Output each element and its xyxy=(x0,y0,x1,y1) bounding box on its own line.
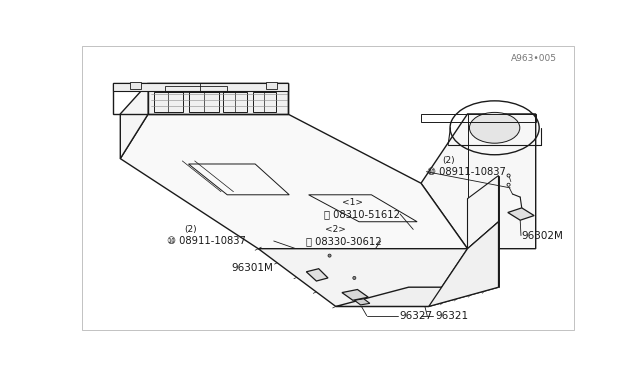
Text: ⑩ 08911-10837: ⑩ 08911-10837 xyxy=(428,167,506,177)
Text: (2): (2) xyxy=(184,225,196,234)
Polygon shape xyxy=(148,83,288,114)
Ellipse shape xyxy=(469,112,520,143)
Polygon shape xyxy=(266,81,277,89)
Text: Ⓢ 08330-30612: Ⓢ 08330-30612 xyxy=(307,236,382,246)
Polygon shape xyxy=(421,114,536,249)
Polygon shape xyxy=(120,83,148,158)
Text: 96321: 96321 xyxy=(435,311,468,321)
Polygon shape xyxy=(467,176,499,249)
Polygon shape xyxy=(342,289,368,300)
Polygon shape xyxy=(113,83,288,91)
Text: Ⓢ 08310-51612: Ⓢ 08310-51612 xyxy=(324,209,400,219)
Polygon shape xyxy=(120,114,467,249)
Text: <1>: <1> xyxy=(342,198,363,207)
Polygon shape xyxy=(355,299,370,305)
Polygon shape xyxy=(336,287,499,307)
Polygon shape xyxy=(429,222,499,307)
Ellipse shape xyxy=(328,254,331,257)
Text: 96327: 96327 xyxy=(399,311,433,321)
Text: <2>: <2> xyxy=(325,225,346,234)
Polygon shape xyxy=(259,249,467,307)
Text: ⑩ 08911-10837: ⑩ 08911-10837 xyxy=(167,236,246,246)
Text: 96301M: 96301M xyxy=(231,263,273,273)
Polygon shape xyxy=(508,208,534,220)
Text: (2): (2) xyxy=(443,155,455,165)
Ellipse shape xyxy=(353,276,356,279)
Polygon shape xyxy=(131,81,141,89)
Text: A963•005: A963•005 xyxy=(511,54,557,63)
Text: 96302M: 96302M xyxy=(522,231,564,241)
Polygon shape xyxy=(307,269,328,281)
